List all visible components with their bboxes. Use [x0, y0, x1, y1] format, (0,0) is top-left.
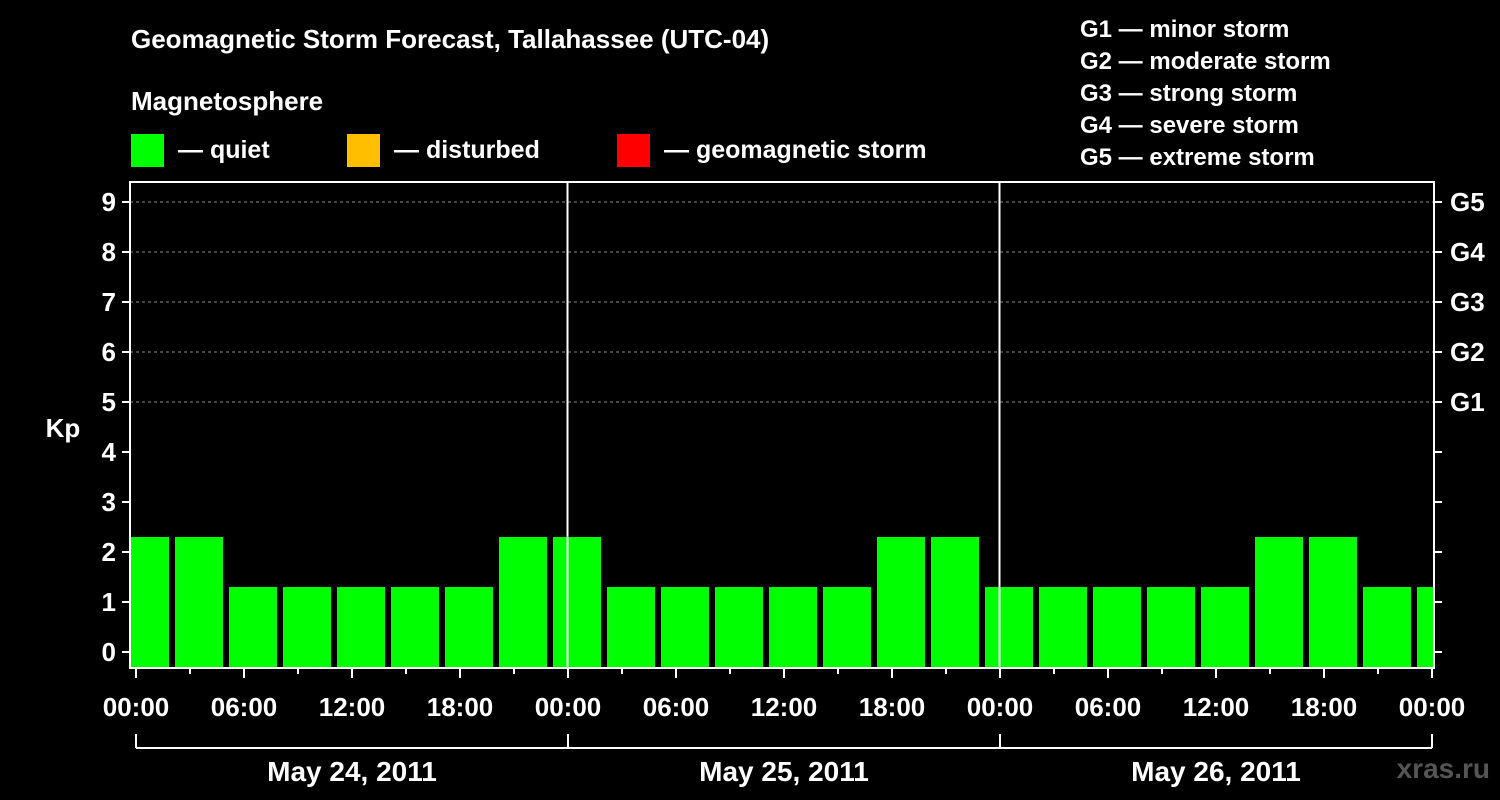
g-scale-g2: G2 — moderate storm [1080, 48, 1331, 75]
kp-bar [1255, 537, 1303, 668]
kp-bar [1201, 587, 1249, 668]
legend-item-disturbed: — disturbed [347, 133, 540, 167]
x-tick-label: 00:00 [1399, 692, 1466, 722]
g-scale-g3: G3 — strong storm [1080, 80, 1298, 107]
g-scale-tick-label: G3 [1450, 287, 1485, 317]
x-tick-label: 12:00 [751, 692, 818, 722]
x-tick-label: 06:00 [211, 692, 278, 722]
kp-bar [1039, 587, 1087, 668]
g-scale-g1: G1 — minor storm [1080, 16, 1290, 43]
kp-bar [337, 587, 385, 668]
kp-bar [130, 537, 169, 668]
kp-bar [1093, 587, 1141, 668]
kp-bar [1309, 537, 1357, 668]
g-scale-tick-label: G1 [1450, 387, 1485, 417]
y-tick-label: 2 [102, 537, 116, 567]
kp-bar [769, 587, 817, 668]
kp-bar [931, 537, 979, 668]
g-scale-tick-label: G4 [1450, 237, 1485, 267]
legend-item-storm: — geomagnetic storm [617, 133, 927, 167]
x-tick-label: 12:00 [1183, 692, 1250, 722]
g-scale-g5: G5 — extreme storm [1080, 144, 1315, 171]
day-label: May 24, 2011 [267, 756, 437, 787]
legend-swatch-quiet [131, 133, 164, 167]
kp-bar [823, 587, 871, 668]
x-tick-label: 00:00 [967, 692, 1034, 722]
y-tick-label: 8 [102, 237, 116, 267]
chart-subtitle: Magnetosphere [131, 86, 324, 116]
g-scale-g4: G4 — severe storm [1080, 112, 1299, 139]
kp-bar [985, 587, 1033, 668]
plot-frame [129, 181, 1435, 669]
day-label: May 26, 2011 [1131, 756, 1301, 787]
legend-label-disturbed: — disturbed [394, 135, 540, 164]
kp-bar [553, 537, 601, 668]
kp-bar [877, 537, 925, 668]
y-tick-label: 5 [102, 387, 116, 417]
legend-swatch-disturbed [347, 133, 380, 167]
legend-label-storm: — geomagnetic storm [664, 135, 927, 164]
kp-bar [1147, 587, 1195, 668]
x-tick-label: 12:00 [319, 692, 386, 722]
x-tick-label: 06:00 [643, 692, 710, 722]
x-tick-label: 00:00 [535, 692, 602, 722]
g-scale-tick-label: G2 [1450, 337, 1485, 367]
x-tick-label: 06:00 [1075, 692, 1142, 722]
y-tick-label: 0 [102, 637, 116, 667]
kp-bar [1363, 587, 1411, 668]
kp-bar [229, 587, 277, 668]
y-tick-label: 3 [102, 487, 116, 517]
kp-bar [1417, 587, 1434, 668]
x-tick-label: 00:00 [103, 692, 170, 722]
x-tick-label: 18:00 [427, 692, 494, 722]
kp-bar [391, 587, 439, 668]
bars-group [130, 537, 1434, 668]
legend-label-quiet: — quiet [178, 135, 270, 164]
kp-bar [715, 587, 763, 668]
y-axis-label: Kp [46, 413, 81, 443]
y-tick-label: 6 [102, 337, 116, 367]
y-tick-label: 7 [102, 287, 116, 317]
kp-bar [445, 587, 493, 668]
kp-bar [175, 537, 223, 668]
g-scale-tick-label: G5 [1450, 187, 1485, 217]
g-scale-legend: G1 — minor storm G2 — moderate storm G3 … [1080, 14, 1331, 174]
x-tick-label: 18:00 [859, 692, 926, 722]
day-label: May 25, 2011 [699, 756, 869, 787]
y-tick-label: 9 [102, 187, 116, 217]
watermark: xras.ru [1396, 753, 1490, 784]
kp-bar [283, 587, 331, 668]
y-tick-label: 1 [102, 587, 116, 617]
legend-swatch-storm [617, 133, 650, 167]
kp-bar [607, 587, 655, 668]
legend-item-quiet: — quiet [131, 133, 270, 167]
x-tick-label: 18:00 [1291, 692, 1358, 722]
kp-bar [661, 587, 709, 668]
chart-title: Geomagnetic Storm Forecast, Tallahassee … [131, 24, 770, 54]
kp-bar [499, 537, 547, 668]
y-tick-label: 4 [102, 437, 117, 467]
